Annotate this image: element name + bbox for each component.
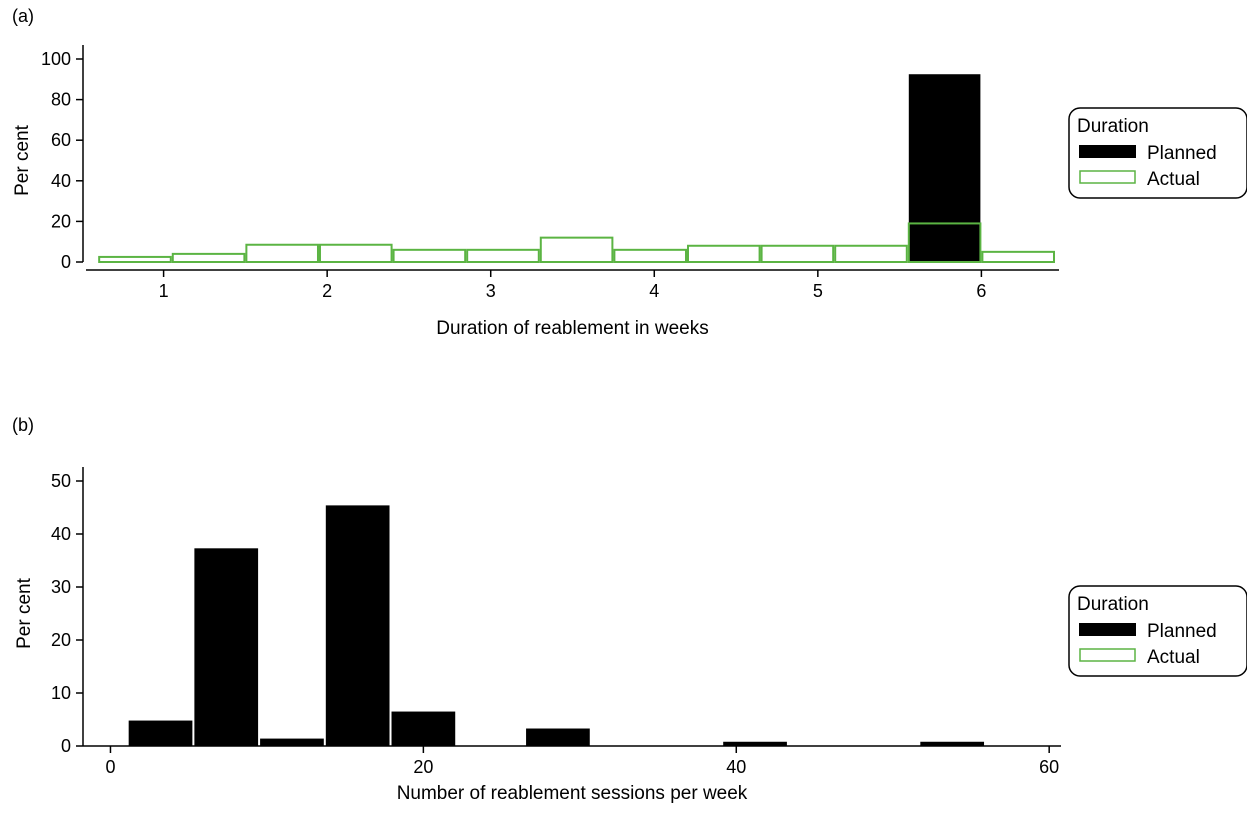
- actual-bar: [539, 236, 614, 263]
- legend-label-actual: Actual: [1147, 647, 1200, 668]
- x-tick-label: 60: [1039, 757, 1059, 777]
- planned-bar: [391, 711, 456, 746]
- y-tick-label: 60: [51, 130, 71, 150]
- y-tick-label: 80: [51, 90, 71, 110]
- actual-bar: [907, 222, 982, 263]
- sessions-chart: 0 10 20 30 40 50 0 20 40 60 Number of reablement s…: [14, 467, 1247, 804]
- planned-bar: [723, 741, 787, 746]
- y-tick-label: 20: [51, 211, 71, 231]
- x-tick-label: 40: [726, 757, 746, 777]
- panel-a-duration-histogram: (a) 0 20 40 60 80 100 1 2 3 4 5 6 Duration of reable…: [0, 0, 1247, 370]
- y-tick-label: 100: [41, 49, 71, 69]
- actual-bar: [245, 243, 319, 263]
- legend-swatch-planned: [1079, 145, 1136, 158]
- legend: Duration Planned Actual: [1068, 107, 1247, 199]
- x-axis-label: Duration of reablement in weeks: [436, 318, 708, 339]
- legend-title: Duration: [1077, 594, 1149, 615]
- x-axis-label: Number of reablement sessions per week: [397, 783, 748, 804]
- y-tick-label: 30: [51, 577, 71, 597]
- legend: Duration Planned Actual: [1068, 585, 1247, 677]
- y-tick-label: 20: [51, 630, 71, 650]
- y-tick-label: 40: [51, 171, 71, 191]
- planned-bar: [325, 505, 390, 746]
- duration-chart: 0 20 40 60 80 100 1 2 3 4 5 6 Duration of reablement…: [12, 45, 1247, 339]
- legend-box: [1068, 585, 1247, 677]
- actual-bar: [392, 248, 467, 264]
- legend-label-actual: Actual: [1147, 169, 1200, 190]
- y-axis-label: Per cent: [14, 577, 35, 648]
- y-tick-label: 0: [61, 736, 71, 756]
- legend-box: [1068, 107, 1247, 199]
- actual-bar: [171, 252, 246, 264]
- y-tick-label: 10: [51, 683, 71, 703]
- actual-bar: [318, 243, 393, 263]
- planned-bar: [194, 548, 259, 746]
- x-tick-label: 20: [413, 757, 433, 777]
- y-tick-label: 0: [61, 252, 71, 272]
- legend-swatch-actual: [1079, 170, 1136, 184]
- x-tick-label: 1: [159, 281, 169, 301]
- x-tick-label: 3: [486, 281, 496, 301]
- actual-bar: [466, 248, 540, 264]
- planned-bar: [128, 720, 193, 746]
- actual-bar: [613, 248, 687, 264]
- actual-bar: [686, 244, 761, 263]
- legend-swatch-planned: [1079, 623, 1136, 636]
- y-axis-label: Per cent: [12, 124, 33, 195]
- legend-swatch-actual: [1079, 648, 1136, 662]
- x-tick-label: 5: [813, 281, 823, 301]
- y-tick-label: 50: [51, 471, 71, 491]
- x-tick-label: 0: [105, 757, 115, 777]
- x-tick-label: 4: [649, 281, 659, 301]
- actual-bar: [760, 244, 835, 263]
- panel-b-sessions-histogram: (b) 0 10 20 30 40 50 0 20 40 60 Number of reableme…: [0, 405, 1247, 820]
- actual-bar: [981, 250, 1056, 264]
- actual-bar: [98, 255, 172, 263]
- planned-bar: [526, 728, 590, 746]
- planned-bar: [920, 741, 985, 746]
- legend-title: Duration: [1077, 116, 1149, 137]
- legend-label-planned: Planned: [1147, 621, 1217, 642]
- panel-label: (b): [12, 415, 34, 435]
- actual-bar: [834, 244, 908, 263]
- legend-label-planned: Planned: [1147, 143, 1217, 164]
- panel-label: (a): [12, 6, 34, 26]
- x-tick-label: 6: [976, 281, 986, 301]
- planned-bar: [908, 74, 981, 262]
- planned-bar: [260, 738, 324, 746]
- y-tick-label: 40: [51, 524, 71, 544]
- x-tick-label: 2: [322, 281, 332, 301]
